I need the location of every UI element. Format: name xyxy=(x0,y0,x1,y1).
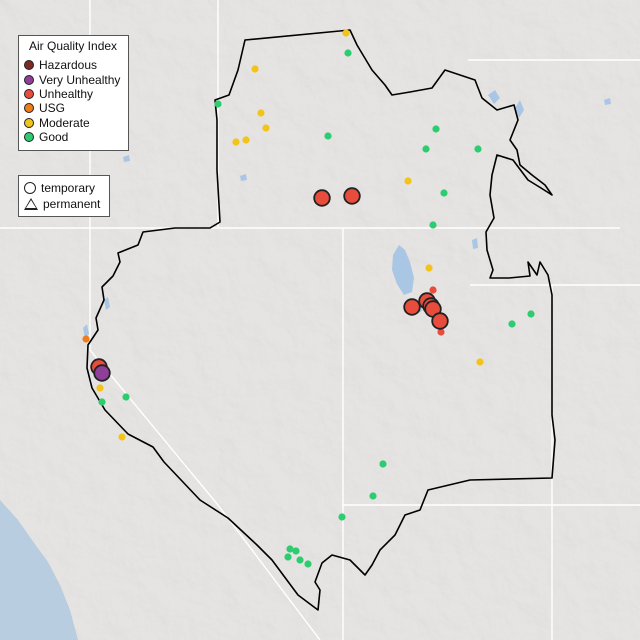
great-salt-lake xyxy=(392,245,414,295)
monitor-marker-good[interactable] xyxy=(344,49,352,57)
moderate-swatch xyxy=(24,118,34,128)
monitor-marker-unhealthy[interactable] xyxy=(429,286,437,294)
monitor-marker-good[interactable] xyxy=(122,393,130,401)
bear-lake xyxy=(472,238,478,249)
monitor-marker-unhealthy[interactable] xyxy=(431,312,449,330)
pyramid-lake xyxy=(104,297,110,310)
legend-label: Good xyxy=(39,130,69,144)
legend-item-very-unhealthy: Very Unhealthy xyxy=(24,73,120,87)
legend-item-usg: USG xyxy=(24,101,65,115)
monitor-marker-good[interactable] xyxy=(429,221,437,229)
monitor-marker-unhealthy[interactable] xyxy=(313,189,331,207)
legend-label: USG xyxy=(39,101,66,115)
temporary-label: temporary xyxy=(41,180,96,195)
monitor-marker-good[interactable] xyxy=(296,556,304,564)
hazardous-swatch xyxy=(24,60,34,70)
monitor-marker-good[interactable] xyxy=(284,553,292,561)
monitor-marker-good[interactable] xyxy=(474,145,482,153)
monitor-marker-good[interactable] xyxy=(369,492,377,500)
monitor-marker-very-unhealthy[interactable] xyxy=(93,364,111,382)
triangle-icon xyxy=(24,197,38,210)
pacific-ocean xyxy=(0,500,78,640)
small-lake-3 xyxy=(604,98,611,105)
monitor-marker-unhealthy[interactable] xyxy=(343,187,361,205)
aqi-legend: Air Quality Index Hazardous Very Unhealt… xyxy=(18,35,129,151)
very-unhealthy-swatch xyxy=(24,75,34,85)
legend-label: Moderate xyxy=(39,116,90,130)
monitor-marker-good[interactable] xyxy=(508,320,516,328)
monitor-marker-good[interactable] xyxy=(98,398,106,406)
monitor-marker-good[interactable] xyxy=(292,547,300,555)
monitor-marker-good[interactable] xyxy=(379,460,387,468)
circle-icon xyxy=(24,181,36,194)
monitor-marker-moderate[interactable] xyxy=(476,358,484,366)
monitor-marker-usg[interactable] xyxy=(82,335,90,343)
monitor-marker-good[interactable] xyxy=(324,132,332,140)
monitor-marker-good[interactable] xyxy=(286,545,294,553)
usg-swatch xyxy=(24,103,34,113)
lakes xyxy=(83,90,611,338)
monitor-marker-moderate[interactable] xyxy=(242,136,250,144)
legend-item-hazardous: Hazardous xyxy=(24,58,97,72)
legend-label: Unhealthy xyxy=(39,87,94,101)
monitor-marker-good[interactable] xyxy=(432,125,440,133)
monitor-marker-moderate[interactable] xyxy=(404,177,412,185)
monitor-marker-good[interactable] xyxy=(338,513,346,521)
legend-label: Hazardous xyxy=(39,58,98,72)
monitor-markers xyxy=(82,29,535,568)
monitor-marker-unhealthy[interactable] xyxy=(403,298,421,316)
monitor-marker-moderate[interactable] xyxy=(425,264,433,272)
monitor-marker-unhealthy[interactable] xyxy=(437,328,445,336)
legend-title: Air Quality Index xyxy=(29,39,118,53)
monitor-marker-good[interactable] xyxy=(214,100,222,108)
legend-item-temporary: temporary xyxy=(24,180,95,195)
small-lake-2 xyxy=(123,155,130,162)
legend-label: Very Unhealthy xyxy=(39,73,121,87)
monitor-marker-moderate[interactable] xyxy=(262,124,270,132)
monitor-marker-good[interactable] xyxy=(304,560,312,568)
unhealthy-swatch xyxy=(24,89,34,99)
flathead-lake xyxy=(515,100,524,118)
region-outline xyxy=(86,29,556,611)
monitor-marker-good[interactable] xyxy=(440,189,448,197)
good-swatch xyxy=(24,132,34,142)
monitor-marker-good[interactable] xyxy=(527,310,535,318)
monitor-marker-good[interactable] xyxy=(422,145,430,153)
monitor-marker-moderate[interactable] xyxy=(118,433,126,441)
monitor-marker-moderate[interactable] xyxy=(96,384,104,392)
monitor-type-legend: temporary permanent xyxy=(18,175,110,217)
legend-item-good: Good xyxy=(24,130,68,144)
monitor-marker-moderate[interactable] xyxy=(232,138,240,146)
lake-tahoe xyxy=(83,324,89,338)
yellowstone-lake xyxy=(488,90,500,104)
monitor-marker-moderate[interactable] xyxy=(251,65,259,73)
legend-item-unhealthy: Unhealthy xyxy=(24,87,93,101)
monitor-marker-moderate[interactable] xyxy=(342,29,350,37)
monitor-marker-moderate[interactable] xyxy=(257,109,265,117)
legend-item-permanent: permanent xyxy=(24,196,100,211)
legend-item-moderate: Moderate xyxy=(24,116,90,130)
small-lake-1 xyxy=(240,174,247,181)
permanent-label: permanent xyxy=(43,196,101,211)
